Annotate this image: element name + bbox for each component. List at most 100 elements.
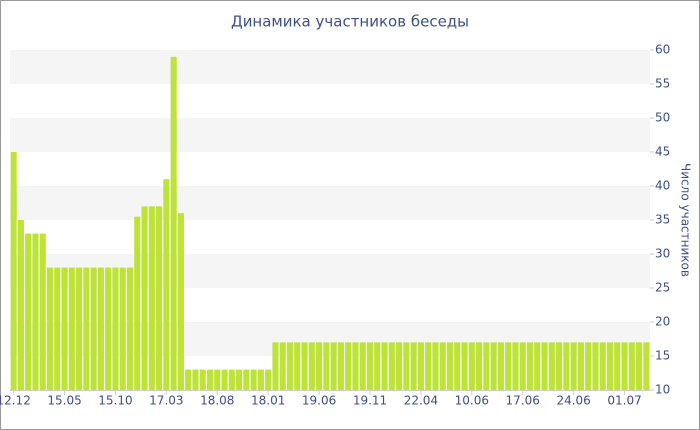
bar xyxy=(177,213,184,390)
bar xyxy=(614,342,621,390)
bar xyxy=(468,342,475,390)
bar xyxy=(512,342,519,390)
bar xyxy=(628,342,635,390)
bar xyxy=(337,342,344,390)
bar xyxy=(585,342,592,390)
bar xyxy=(301,342,308,390)
bar xyxy=(323,342,330,390)
x-tick-label: 15.05 xyxy=(47,394,81,408)
bar xyxy=(425,342,432,390)
bar xyxy=(606,342,614,390)
y-tick-label: 50 xyxy=(655,111,670,125)
bar xyxy=(352,342,359,390)
bar xyxy=(97,267,104,390)
bar xyxy=(265,369,272,390)
bar xyxy=(192,369,199,390)
bar xyxy=(577,342,584,390)
bar xyxy=(10,152,17,390)
x-tick-label: 24.06 xyxy=(556,394,590,408)
bar xyxy=(396,342,403,390)
bar xyxy=(476,342,483,390)
bar xyxy=(570,342,577,390)
bar xyxy=(39,233,46,390)
x-tick-label: 15.10 xyxy=(98,394,132,408)
bar xyxy=(243,369,250,390)
bar xyxy=(141,206,148,390)
bar xyxy=(286,342,294,390)
bar xyxy=(519,342,526,390)
x-tick-label: 10.06 xyxy=(455,394,489,408)
x-tick-label: 18.01 xyxy=(251,394,285,408)
bar xyxy=(556,342,563,390)
bar xyxy=(563,342,570,390)
y-tick-label: 10 xyxy=(655,383,670,397)
bar xyxy=(156,206,163,390)
y-tick-label: 40 xyxy=(655,179,670,193)
x-tick-label: 18.08 xyxy=(200,394,234,408)
x-tick-label: 17.03 xyxy=(149,394,183,408)
bar xyxy=(54,267,61,390)
y-tick-label: 25 xyxy=(655,281,670,295)
bar xyxy=(214,369,221,390)
bar xyxy=(505,342,512,390)
bar xyxy=(490,342,497,390)
bar xyxy=(374,342,381,390)
bar xyxy=(250,369,257,390)
bar xyxy=(236,369,243,390)
bar xyxy=(83,267,90,390)
bar xyxy=(534,342,541,390)
bar xyxy=(526,342,534,390)
grid-band xyxy=(10,186,650,220)
bar xyxy=(90,267,97,390)
bar xyxy=(643,342,650,390)
bar xyxy=(170,56,177,391)
bar xyxy=(621,342,628,390)
bar xyxy=(61,267,68,390)
grid-band xyxy=(10,118,650,152)
bar xyxy=(279,342,286,390)
bar xyxy=(134,216,141,390)
y-tick-label: 60 xyxy=(655,43,670,57)
bar xyxy=(257,369,264,390)
bar xyxy=(359,342,366,390)
bar xyxy=(330,342,337,390)
bar xyxy=(148,206,155,390)
bar xyxy=(206,369,214,390)
bar xyxy=(454,342,461,390)
bar xyxy=(32,233,39,390)
x-tick-label: 19.11 xyxy=(353,394,387,408)
bar xyxy=(548,342,555,390)
y-axis-title: Число участников xyxy=(679,163,693,277)
bar xyxy=(417,342,424,390)
x-tick-label: 01.07 xyxy=(607,394,641,408)
bar xyxy=(345,342,352,390)
bar xyxy=(541,342,548,390)
bar xyxy=(636,342,643,390)
bar xyxy=(366,342,374,390)
bar xyxy=(403,342,410,390)
bar xyxy=(272,342,279,390)
bar xyxy=(163,179,170,390)
bar xyxy=(592,342,599,390)
bar xyxy=(497,342,504,390)
bar xyxy=(68,267,75,390)
y-tick-label: 55 xyxy=(655,77,670,91)
y-tick-label: 20 xyxy=(655,315,670,329)
y-tick-label: 15 xyxy=(655,349,670,363)
x-tick-label: 22.04 xyxy=(404,394,438,408)
bar xyxy=(410,342,417,390)
bar xyxy=(446,342,454,390)
bar xyxy=(308,342,315,390)
bar xyxy=(483,342,490,390)
bar xyxy=(599,342,606,390)
bar xyxy=(439,342,446,390)
bar xyxy=(316,342,323,390)
y-tick-label: 35 xyxy=(655,213,670,227)
bar xyxy=(105,267,112,390)
y-tick-label: 45 xyxy=(655,145,670,159)
chart-title: Динамика участников беседы xyxy=(231,13,469,31)
bar xyxy=(294,342,301,390)
y-tick-label: 30 xyxy=(655,247,670,261)
x-tick-label: 17.06 xyxy=(506,394,540,408)
